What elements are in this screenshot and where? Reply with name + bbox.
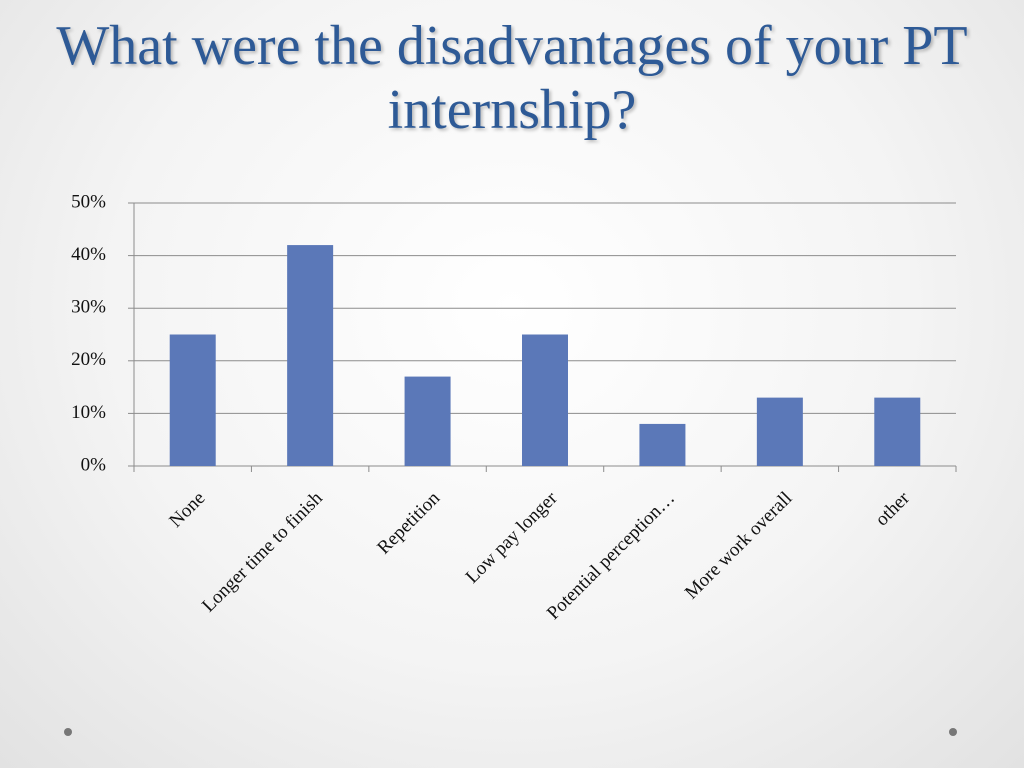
bar bbox=[287, 245, 334, 466]
bar bbox=[874, 397, 921, 466]
bar bbox=[169, 334, 216, 466]
decor-dot bbox=[949, 728, 957, 736]
x-tick-label: None bbox=[165, 488, 209, 532]
y-tick-label: 0% bbox=[81, 454, 107, 475]
y-tick-label: 30% bbox=[71, 297, 106, 318]
x-tick-label: Repetition bbox=[373, 487, 444, 558]
x-tick-label: More work overall bbox=[681, 488, 797, 604]
x-tick-label: other bbox=[871, 487, 914, 530]
bar bbox=[639, 423, 686, 466]
chart-title: What were the disadvantages of your PT i… bbox=[56, 15, 968, 141]
x-tick-label: Low pay longer bbox=[462, 487, 562, 587]
y-tick-label: 50% bbox=[71, 191, 106, 212]
bar bbox=[756, 397, 803, 466]
bar bbox=[404, 376, 451, 466]
bar bbox=[522, 334, 568, 466]
y-tick-label: 10% bbox=[71, 402, 106, 423]
x-tick-label: Longer time to finish bbox=[198, 487, 327, 616]
x-tick-label: Potential perception… bbox=[543, 488, 679, 624]
decor-dot bbox=[64, 728, 72, 736]
y-tick-label: 40% bbox=[71, 244, 106, 265]
y-tick-label: 20% bbox=[71, 349, 106, 370]
